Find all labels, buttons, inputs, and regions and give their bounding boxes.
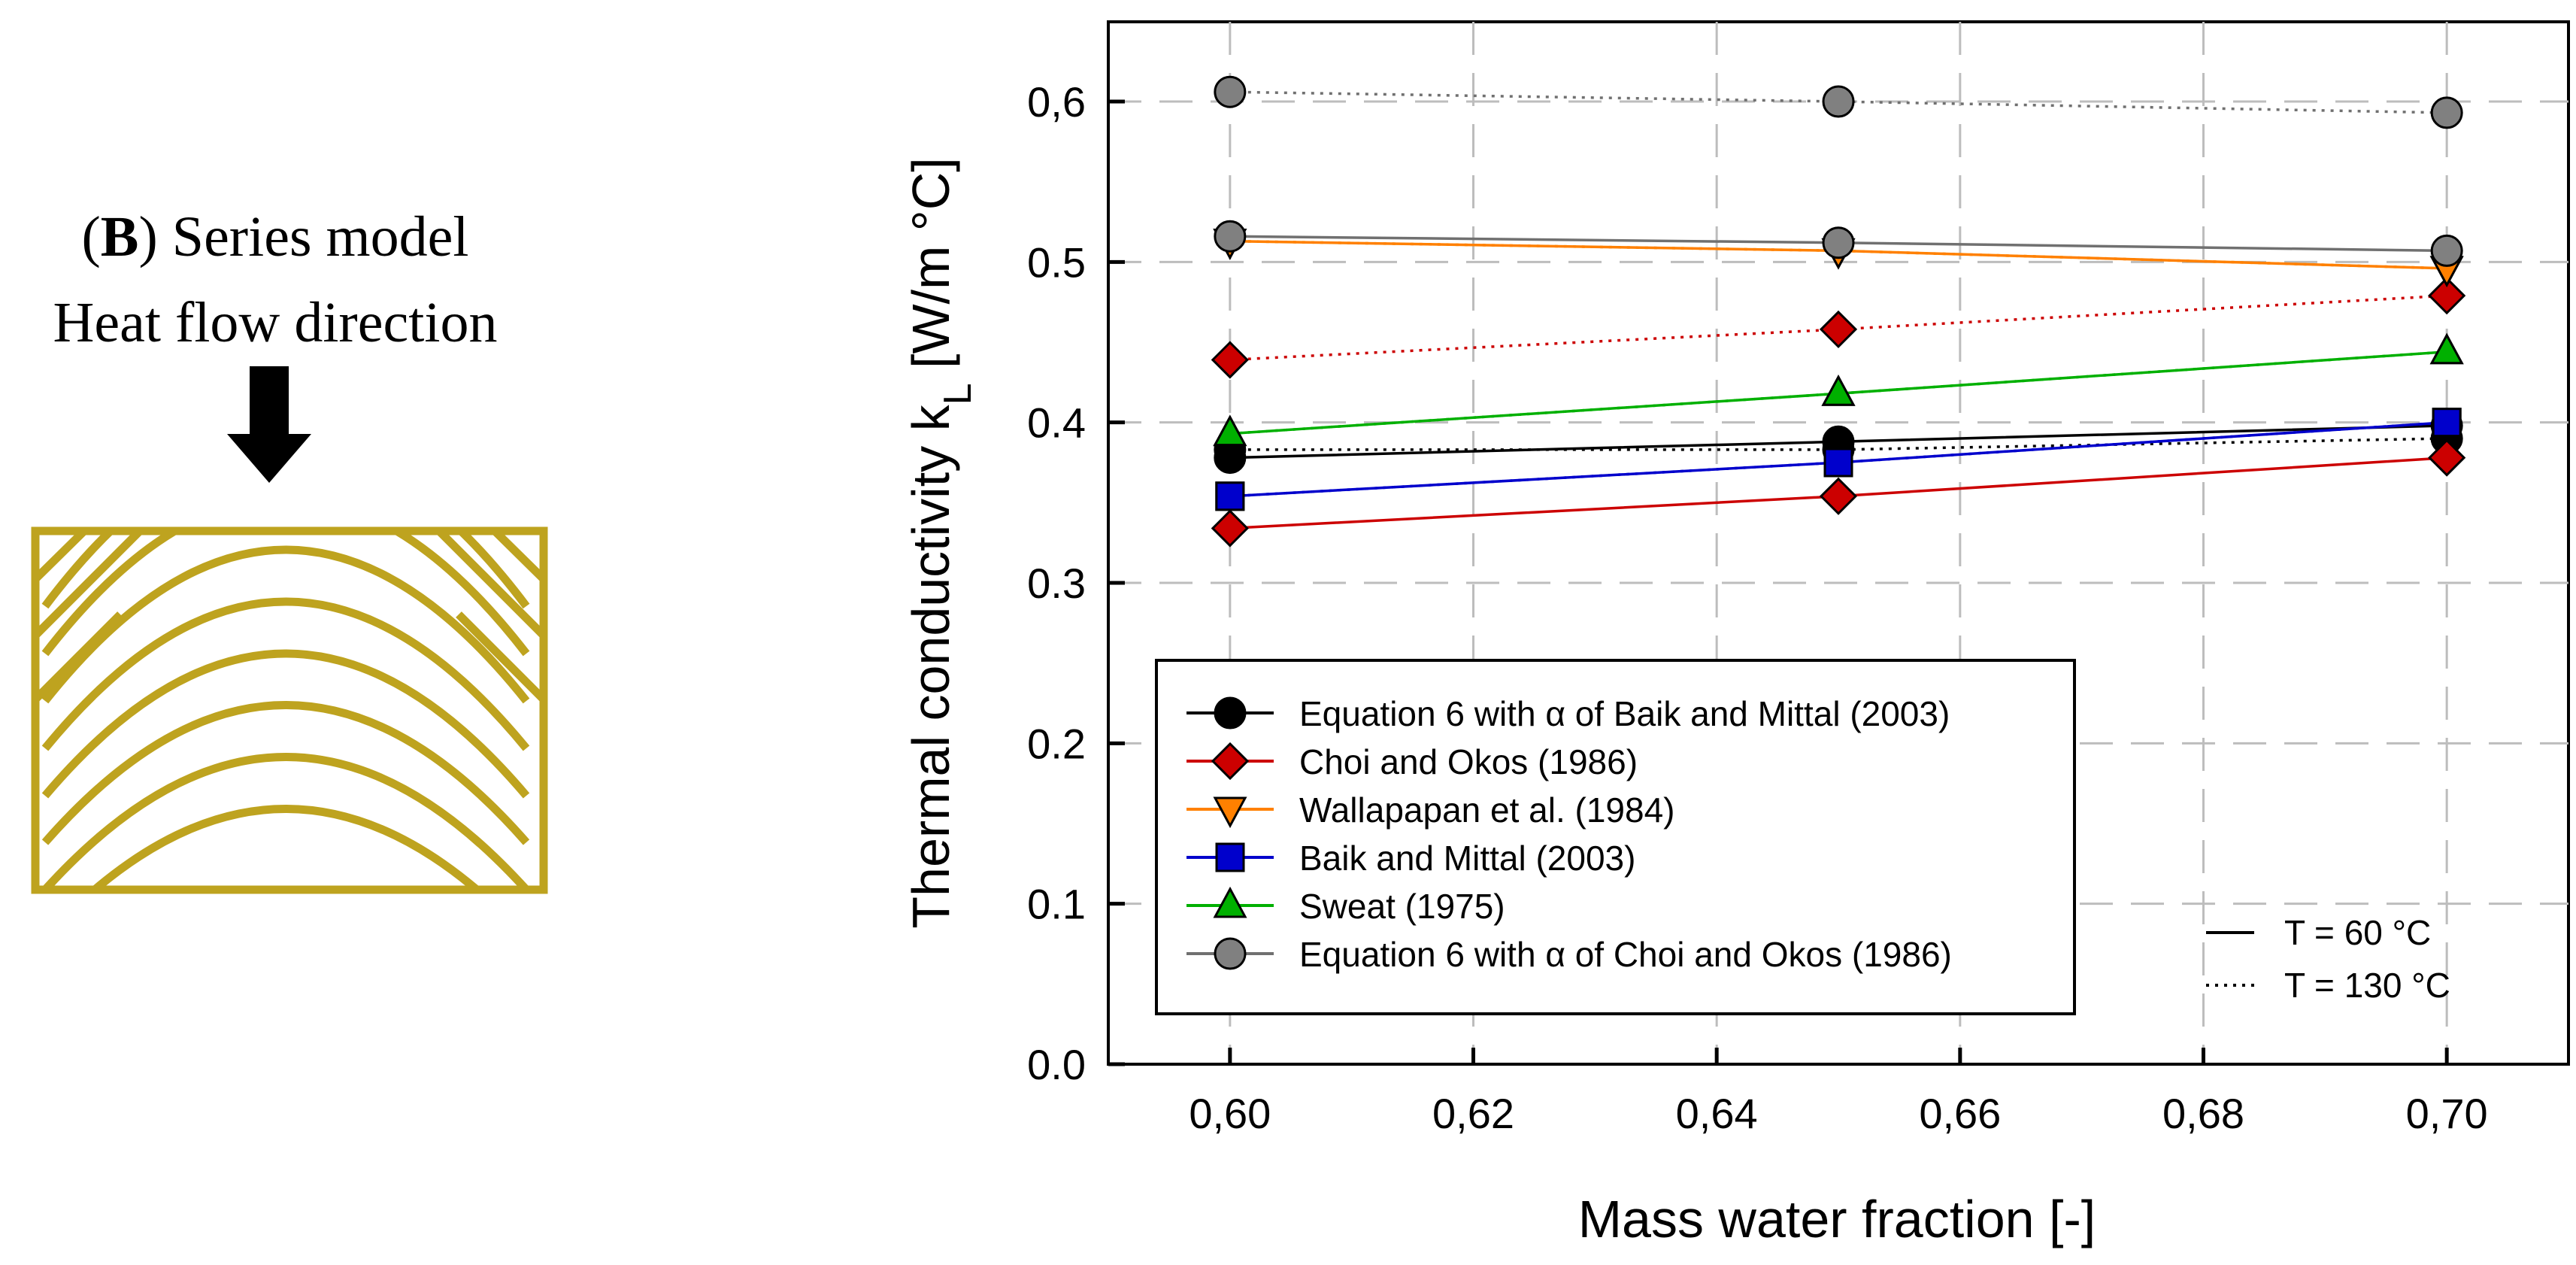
data-point-60-3 (1823, 447, 1853, 478)
legend-marker (1213, 796, 1247, 829)
legend-marker (1213, 886, 1247, 918)
x-tick-label: 0,68 (2162, 1090, 2244, 1137)
series-layers-icon (35, 531, 544, 890)
data-point-60-5 (1214, 220, 1247, 253)
data-point-60-4 (1821, 375, 1856, 406)
data-point-130-1 (1819, 310, 1858, 349)
data-point-130-5 (2430, 96, 2463, 129)
legend-box (1155, 659, 2076, 1015)
legend-label: Baik and Mittal (2003) (1299, 839, 1635, 878)
x-axis-label: Mass water fraction [-] (1578, 1190, 2096, 1248)
y-tick-label: 0.3 (1027, 560, 1086, 607)
data-point-60-3 (2432, 408, 2462, 438)
data-point-130-1 (1211, 341, 1249, 379)
data-point-60-5 (2430, 234, 2463, 267)
y-tick-label: 0.2 (1027, 720, 1086, 767)
legend-label: Wallapapan et al. (1984) (1299, 790, 1675, 830)
y-tick-label: 0,6 (1027, 78, 1086, 126)
legend-label: Equation 6 with α of Baik and Mittal (20… (1299, 694, 1950, 733)
temperature-60-label: T = 60 °C (2284, 913, 2431, 952)
series-model-panel: (B) Series model Heat flow direction (31, 205, 548, 894)
y-tick-label: 0.1 (1027, 881, 1086, 928)
y-tick-label: 0.4 (1027, 399, 1086, 447)
panel-title: (B) Series model (81, 205, 468, 268)
x-tick-label: 0,66 (1919, 1090, 2001, 1137)
heat-flow-arrow-icon (227, 366, 311, 483)
y-axis-label: Thermal conductivity kL [W/m °C] (902, 157, 980, 928)
temperature-legend: T = 60 °C T = 130 °C (2206, 913, 2450, 1005)
conductivity-chart: 0,60 0,62 0,64 0,66 0,68 0,70 0.0 0.1 0.2 0.3 0.4 0… (902, 20, 2570, 1248)
data-point-60-1 (1819, 477, 1858, 515)
legend-marker (1211, 742, 1250, 781)
data-point-60-3 (1215, 481, 1245, 511)
y-tick-label: 0.0 (1027, 1041, 1086, 1088)
x-tick-label: 0,60 (1189, 1090, 1271, 1137)
legend-label: Equation 6 with α of Choi and Okos (1986… (1299, 935, 1952, 974)
series-model-block (31, 526, 548, 894)
series-legend: Equation 6 with α of Baik and Mittal (20… (1155, 659, 2076, 1015)
legend-marker (1214, 937, 1247, 970)
data-point-60-1 (1211, 509, 1249, 548)
legend-label: Choi and Okos (1986) (1299, 742, 1638, 781)
data-markers (1211, 75, 2466, 548)
y-tick-label: 0.5 (1027, 238, 1086, 286)
data-point-130-5 (1214, 75, 1247, 108)
x-tick-label: 0,62 (1432, 1090, 1514, 1137)
panel-subtitle: Heat flow direction (53, 291, 498, 354)
x-tick-label: 0,64 (1676, 1090, 1758, 1137)
data-point-60-5 (1822, 226, 1855, 259)
x-tick-label: 0,70 (2406, 1090, 2488, 1137)
data-point-130-5 (1822, 85, 1855, 118)
axis-ticks: 0,60 0,62 0,64 0,66 0,68 0,70 0.0 0.1 0.2 0.3 0.4 0… (1027, 78, 2488, 1137)
data-point-60-0 (1214, 441, 1247, 475)
legend-marker (1215, 842, 1245, 872)
data-point-130-1 (2428, 277, 2466, 315)
data-point-60-1 (2428, 438, 2466, 477)
temperature-130-label: T = 130 °C (2284, 966, 2450, 1005)
legend-label: Sweat (1975) (1299, 887, 1505, 926)
data-point-60-4 (2429, 332, 2464, 365)
data-point-60-4 (1213, 414, 1247, 447)
legend-marker (1214, 696, 1247, 730)
